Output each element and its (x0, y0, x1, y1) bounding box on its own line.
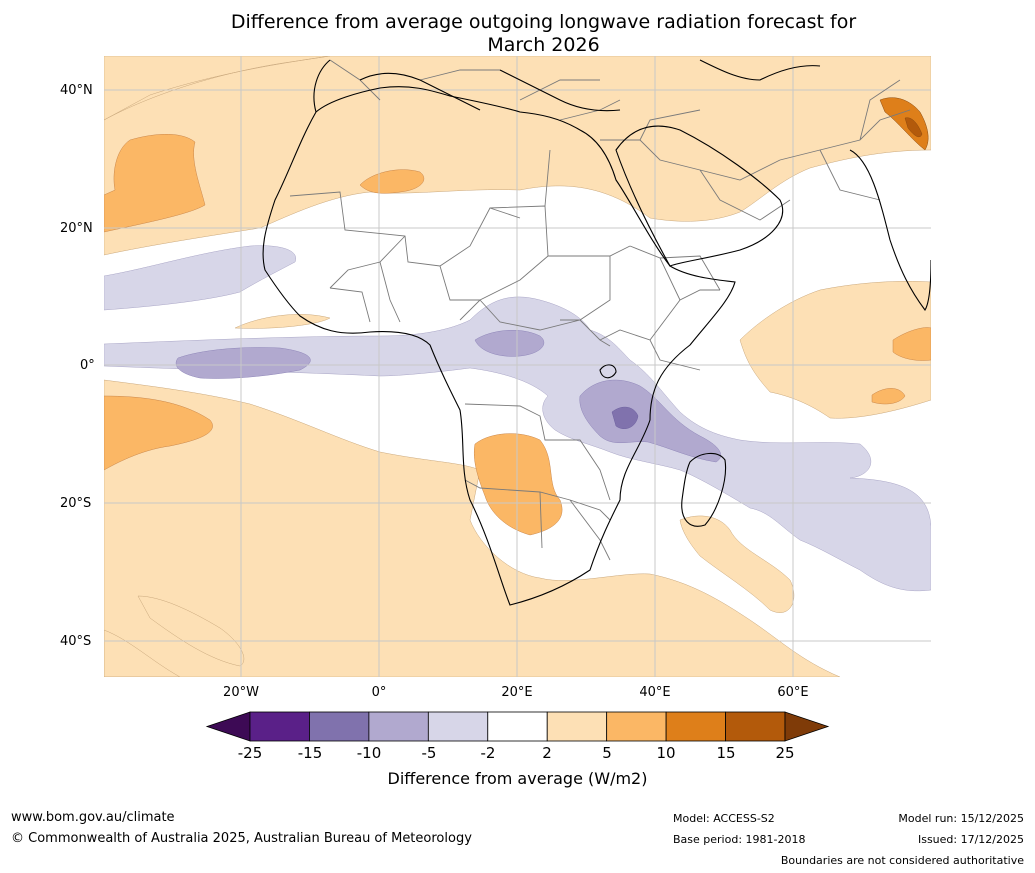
colorbar-swatch (249, 711, 310, 742)
footer-website: www.bom.gov.au/climate (11, 810, 175, 825)
extreme-positive-himalaya (904, 117, 923, 138)
lat-label-20n: 20°N (60, 221, 93, 236)
colorbar-label: -25 (237, 744, 263, 762)
strong-negative-anomaly-east-africa (611, 406, 639, 429)
colorbar-label: -5 (421, 744, 437, 762)
strong-positive-arabian-sea (892, 327, 931, 361)
colorbar-title: Difference from average (W/m2) (387, 769, 648, 788)
coastline-madagascar (681, 452, 727, 527)
colorbar-label: 10 (656, 744, 676, 762)
strong-positive-indian-ocean (871, 388, 906, 405)
colorbar-swatch (368, 711, 429, 742)
positive-anomaly-south-atlantic (104, 379, 841, 677)
negative-anomaly-gulf-of-guinea (175, 347, 311, 379)
coastline-europe (313, 59, 821, 113)
strong-positive-south-atlantic (104, 395, 213, 471)
colorbar-label: 2 (542, 744, 552, 762)
lon-label-20w: 20°W (223, 685, 259, 700)
strong-positive-north-atlantic (104, 134, 206, 233)
colorbar-swatch (427, 711, 489, 742)
positive-anomaly-west-africa (234, 314, 331, 329)
lat-label-40s: 40°S (60, 634, 92, 649)
footer-model-run: Model run: 15/12/2025 (898, 812, 1024, 825)
colorbar-extend-high (784, 711, 830, 742)
colorbar-swatch (546, 711, 608, 742)
map-title-line2: March 2026 (487, 34, 600, 56)
colorbar-label: -15 (297, 744, 323, 762)
coastline-india (849, 149, 931, 311)
lon-label-20e: 20°E (501, 685, 533, 700)
very-strong-positive-himalaya (879, 97, 929, 151)
footer-issued: Issued: 17/12/2025 (917, 833, 1024, 846)
footer-base-period: Base period: 1981-2018 (673, 833, 806, 846)
colorbar-label: 25 (775, 744, 795, 762)
colorbar-swatch (309, 711, 370, 742)
lat-label-20s: 20°S (60, 496, 92, 511)
lat-label-40n: 40°N (60, 83, 93, 98)
lon-label-60e: 60°E (777, 685, 809, 700)
footer-model: Model: ACCESS-S2 (673, 812, 775, 825)
lon-label-0: 0° (371, 685, 387, 700)
colorbar-label: 15 (716, 744, 736, 762)
strong-positive-sahara (359, 169, 425, 194)
strong-positive-southern-africa (474, 433, 563, 536)
positive-anomaly-indian-ocean (739, 281, 931, 419)
coastline-lake-victoria (599, 364, 617, 379)
lon-label-40e: 40°E (639, 685, 671, 700)
colorbar-swatch (487, 711, 548, 742)
coastline-arabia (615, 125, 784, 267)
colorbar-label: -2 (480, 744, 496, 762)
colorbar-swatch (725, 711, 786, 742)
lat-label-equator: 0° (80, 358, 95, 373)
coastline-africa (262, 86, 736, 606)
map-title-line1: Difference from average outgoing longwav… (230, 11, 857, 33)
colorbar-label: 5 (602, 744, 612, 762)
negative-anomaly-equatorial-band (104, 296, 931, 592)
colorbar-swatch (665, 711, 726, 742)
negative-anomaly-congo (474, 330, 545, 357)
colorbar-swatch (606, 711, 667, 742)
negative-anomaly-tropical-atlantic (104, 245, 296, 311)
colorbar-label: -10 (356, 744, 382, 762)
footer-disclaimer: Boundaries are not considered authoritat… (780, 854, 1024, 867)
positive-anomaly-mozambique (679, 515, 795, 613)
colorbar-extend-low (205, 711, 251, 742)
footer-copyright: © Commonwealth of Australia 2025, Austra… (11, 831, 472, 846)
